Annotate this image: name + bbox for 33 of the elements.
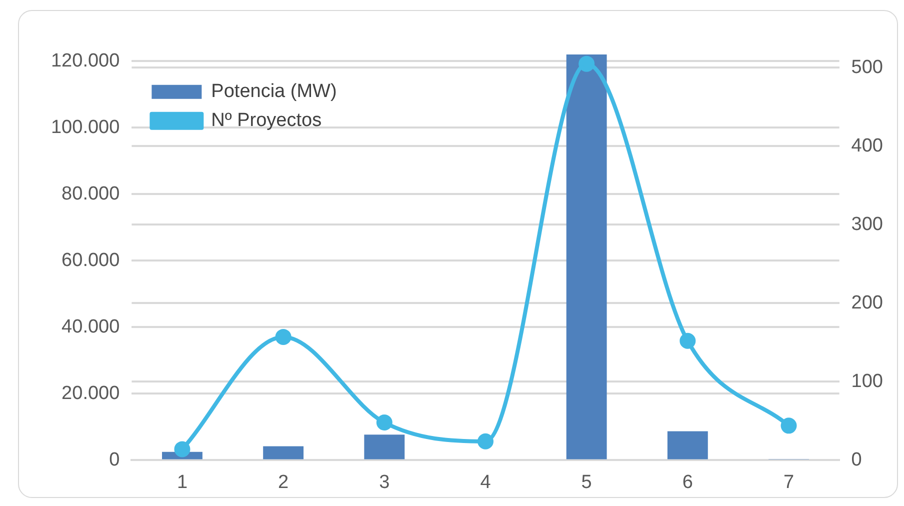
point (174, 441, 190, 458)
x-tick-label: 3 (379, 472, 390, 493)
bar (667, 431, 708, 460)
point (376, 414, 392, 431)
y2-tick-label: 0 (851, 449, 862, 470)
x-tick-label: 6 (682, 472, 693, 493)
y2-tick-label: 100 (851, 370, 883, 392)
y2-tick-label: 400 (851, 135, 883, 156)
point (780, 418, 797, 434)
point (578, 56, 595, 72)
y-tick-label: 20.000 (62, 382, 120, 404)
y-tick-label: 100.000 (50, 116, 120, 138)
bar (566, 54, 607, 460)
x-tick-label: 4 (480, 472, 492, 493)
legend-label: Nº Proyectos (211, 110, 322, 132)
x-tick-label: 5 (581, 472, 592, 493)
y2-tick-label: 200 (851, 292, 883, 314)
point (477, 433, 494, 450)
point (680, 332, 696, 349)
point (275, 328, 292, 345)
legend-label: Potencia (MW) (211, 81, 337, 102)
bar (263, 446, 304, 460)
y-tick-label: 80.000 (62, 183, 120, 204)
y2-tick-label: 500 (851, 56, 883, 78)
y2-tick-label: 300 (851, 214, 883, 235)
y-tick-label: 60.000 (62, 250, 120, 271)
x-tick-label: 2 (278, 472, 289, 493)
bar (364, 434, 405, 460)
y-tick-label: 120.000 (50, 50, 120, 72)
y-tick-label: 0 (109, 449, 120, 470)
x-tick-label: 7 (783, 472, 794, 493)
y-tick-label: 40.000 (62, 316, 120, 338)
x-tick-label: 1 (176, 472, 188, 493)
